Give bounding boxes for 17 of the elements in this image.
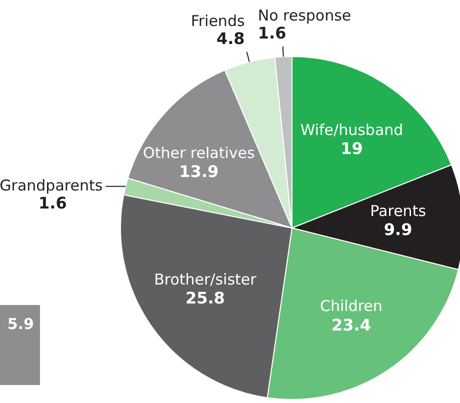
slice-label: Children bbox=[320, 297, 382, 316]
data-label: 23.4 bbox=[331, 315, 371, 334]
text: 5.9 bbox=[0, 305, 40, 385]
data-label: 13.9 bbox=[179, 162, 219, 182]
data-label: 19 bbox=[340, 139, 363, 158]
data-label: 9.9 bbox=[384, 220, 412, 240]
data-label: 1.6 bbox=[258, 24, 286, 43]
data-label: 25.8 bbox=[185, 288, 225, 308]
data-label: 4.8 bbox=[216, 29, 245, 48]
slice-label: Wife/husband bbox=[300, 120, 404, 139]
slice-label: Grandparents bbox=[0, 176, 103, 194]
slice-label: Friends bbox=[190, 12, 245, 30]
data-label: 1.6 bbox=[38, 194, 67, 213]
slice-label: Brother/sister bbox=[154, 270, 258, 288]
slice-label: Parents bbox=[370, 202, 426, 220]
slice-label: Other relatives bbox=[143, 144, 255, 162]
slice-label: No response bbox=[258, 6, 352, 24]
